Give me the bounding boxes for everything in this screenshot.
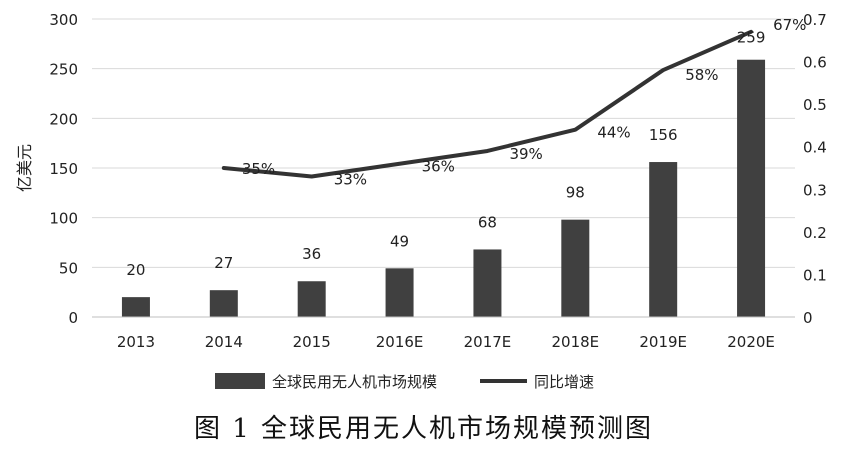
x-tick-label: 2017E: [464, 333, 512, 351]
x-tick-label: 2014: [205, 333, 243, 351]
combo-chart: 0 50 100 150 200 250 300 0 0.1 0.2 0.3 0.4 0.5 0.6 0.7…: [15, 11, 827, 391]
line-point: [661, 68, 665, 72]
y2-tick-label: 0.1: [803, 266, 827, 284]
y2-tick-label: 0.2: [803, 224, 827, 242]
bar-data-label: 68: [478, 213, 497, 231]
y-tick-label: 200: [49, 110, 78, 128]
growth-rate-line: [221, 29, 754, 179]
bar-data-label: 27: [214, 254, 233, 272]
y2-tick-label: 0.5: [803, 96, 827, 114]
line-point: [222, 166, 226, 170]
y-tick-label: 300: [49, 11, 78, 29]
y2-tick-label: 0: [803, 309, 813, 327]
line-data-label: 67%: [773, 16, 806, 34]
line-point: [573, 128, 577, 132]
bar: [649, 162, 678, 317]
line-data-label: 33%: [334, 171, 367, 189]
y2-tick-label: 0.6: [803, 54, 827, 72]
bar-data-label: 36: [302, 245, 321, 263]
line-data-label: 39%: [509, 145, 542, 163]
legend-label-line: 同比增速: [534, 373, 594, 391]
y-tick-label: 50: [59, 259, 78, 277]
bar: [473, 249, 502, 317]
line-data-label: 36%: [422, 158, 455, 176]
y-tick-label: 250: [49, 61, 78, 79]
x-tick-label: 2015: [293, 333, 331, 351]
y2-tick-label: 0.7: [803, 11, 827, 29]
bar: [209, 290, 238, 317]
y-tick-label: 0: [68, 309, 78, 327]
bar-data-label: 98: [566, 184, 585, 202]
bar-data-label: 49: [390, 232, 409, 250]
y2-tick-label: 0.3: [803, 181, 827, 199]
figure-caption: 图 1 全球民用无人机市场规模预测图: [193, 414, 654, 444]
y2-tick-label: 0.4: [803, 139, 827, 157]
x-tick-label: 2016E: [376, 333, 424, 351]
y-axis-title: 亿美元: [15, 144, 34, 192]
legend-swatch-bar: [215, 373, 265, 389]
bar: [297, 281, 326, 317]
x-tick-label: 2013: [117, 333, 155, 351]
bar: [385, 268, 414, 317]
legend-label-bar: 全球民用无人机市场规模: [272, 373, 437, 391]
line-point: [310, 175, 314, 179]
y-tick-label: 100: [49, 210, 78, 228]
bar: [561, 219, 590, 317]
y-tick-label: 150: [49, 160, 78, 178]
bar-data-label: 156: [649, 126, 678, 144]
line-data-label: 58%: [685, 66, 718, 84]
bar: [737, 59, 766, 318]
line-point: [398, 162, 402, 166]
x-tick-label: 2019E: [639, 333, 687, 351]
line-data-label: 35%: [242, 160, 275, 178]
line-point: [749, 30, 753, 34]
line-point: [485, 149, 489, 153]
line-data-label: 44%: [597, 124, 630, 142]
x-tick-label: 2020E: [727, 333, 775, 351]
bar-data-label: 20: [126, 261, 145, 279]
bar: [121, 297, 150, 317]
bar-data-label: 259: [737, 29, 766, 47]
x-tick-label: 2018E: [551, 333, 599, 351]
